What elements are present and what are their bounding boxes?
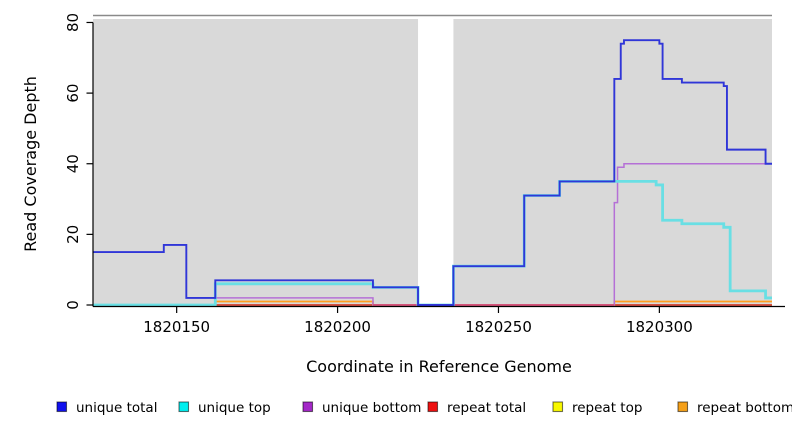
legend-label: unique total [76,400,157,416]
legend-swatch-repeat-top [552,401,564,413]
series-lines [93,39,772,307]
legend-label: repeat top [572,400,642,416]
chart-legend: unique total unique top unique bottom repea… [56,400,792,416]
x-tick-label: 1820250 [465,318,532,336]
y-axis-title: Read Coverage Depth [21,76,40,252]
legend-item-unique-top: unique top [178,400,271,416]
series-line-unique-total [93,39,772,306]
legend-item-unique-bottom: unique bottom [302,400,421,416]
y-tick-label: 20 [64,225,82,244]
y-tick-label: 60 [64,84,82,103]
x-axis-title: Coordinate in Reference Genome [306,357,572,376]
legend-swatch-unique-top [178,401,190,413]
coverage-region-rect [93,19,419,306]
coverage-region-rect [453,19,772,306]
legend-label: repeat total [447,400,526,416]
y-tick-label: 40 [64,154,82,173]
legend-swatch-unique-bottom [302,401,314,413]
legend-item-repeat-bottom: repeat bottom [677,400,792,416]
y-tick-label: 80 [64,13,82,32]
plot-background [93,14,772,306]
legend-item-repeat-total: repeat total [427,400,526,416]
legend-item-unique-total: unique total [56,400,157,416]
legend-label: unique top [198,400,271,416]
x-tick-label: 1820300 [626,318,693,336]
y-tick-label: 0 [64,300,82,310]
axis-tick-labels: 1820150 1820200 1820250 1820300 0 20 40 60 80 [64,13,693,336]
legend-label: unique bottom [322,400,421,416]
axes [86,21,785,313]
legend-swatch-repeat-total [427,401,439,413]
legend-label: repeat bottom [697,400,792,416]
x-tick-label: 1820150 [143,318,210,336]
legend-swatch-repeat-bottom [677,401,689,413]
legend-item-repeat-top: repeat top [552,400,642,416]
x-tick-label: 1820200 [304,318,371,336]
legend-swatch-unique-total [56,401,68,413]
